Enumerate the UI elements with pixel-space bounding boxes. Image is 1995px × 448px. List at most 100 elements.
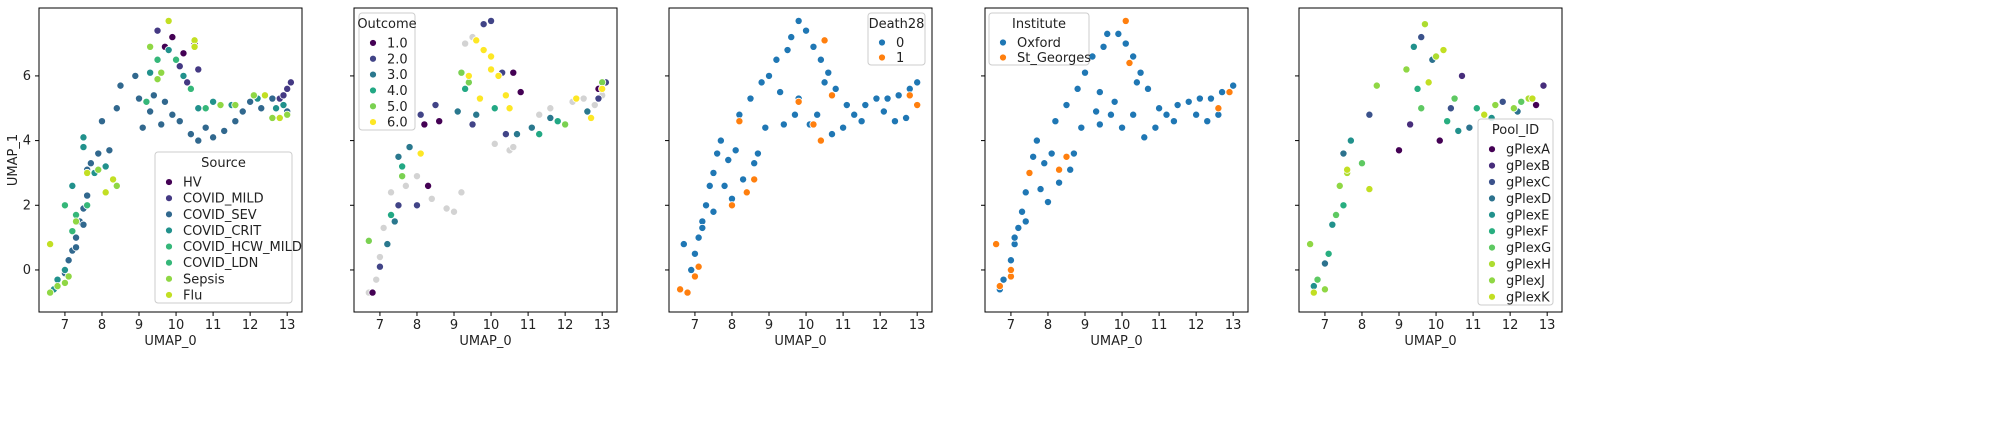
legend-marker bbox=[165, 194, 173, 202]
data-point bbox=[509, 143, 518, 152]
data-point bbox=[160, 97, 169, 106]
x-tick-label: 10 bbox=[798, 318, 815, 333]
legend-entry-label: Sepsis bbox=[183, 272, 225, 287]
data-point bbox=[416, 149, 425, 158]
data-point bbox=[416, 110, 425, 119]
data-point bbox=[820, 78, 829, 87]
data-point bbox=[257, 104, 266, 113]
legend-marker bbox=[165, 291, 173, 299]
data-point bbox=[1229, 81, 1238, 90]
data-point bbox=[1413, 84, 1422, 93]
legend-entry-label: 1 bbox=[896, 51, 904, 66]
series-covid-sev bbox=[60, 71, 292, 278]
data-point bbox=[505, 104, 514, 113]
data-point bbox=[553, 117, 562, 126]
data-point bbox=[149, 91, 158, 100]
data-point bbox=[779, 120, 788, 129]
data-point bbox=[816, 136, 825, 145]
series-gplexk bbox=[1309, 46, 1537, 297]
data-point bbox=[364, 236, 373, 245]
data-point bbox=[598, 84, 607, 93]
data-point bbox=[879, 107, 888, 116]
series-0 bbox=[679, 16, 922, 274]
legend: SourceHVCOVID_MILDCOVID_SEVCOVID_CRITCOV… bbox=[154, 151, 302, 304]
series-gplexa bbox=[1395, 101, 1541, 155]
legend-marker bbox=[165, 242, 173, 251]
data-point bbox=[168, 33, 177, 42]
data-point bbox=[431, 101, 440, 110]
data-point bbox=[583, 107, 592, 116]
data-point bbox=[690, 249, 699, 258]
series-sepsis bbox=[46, 42, 292, 297]
data-point bbox=[1335, 181, 1344, 190]
legend-marker bbox=[369, 118, 377, 126]
x-tick-label: 13 bbox=[909, 318, 926, 333]
legend-entry-label: gPlexK bbox=[1506, 290, 1550, 305]
data-point bbox=[742, 188, 751, 197]
data-point bbox=[757, 78, 766, 87]
data-point bbox=[387, 210, 396, 219]
series-gplexe bbox=[1309, 42, 1496, 291]
data-point bbox=[772, 55, 781, 64]
data-point bbox=[179, 71, 188, 80]
data-point bbox=[546, 113, 555, 122]
legend-marker bbox=[369, 86, 377, 95]
legend-marker bbox=[1488, 227, 1496, 235]
data-point bbox=[472, 36, 481, 45]
data-point bbox=[60, 265, 69, 274]
data-point bbox=[787, 33, 796, 42]
data-point bbox=[713, 149, 722, 158]
legend-box bbox=[867, 12, 926, 66]
data-point bbox=[398, 172, 407, 181]
legend-marker bbox=[878, 38, 886, 47]
legend-marker bbox=[1488, 293, 1496, 301]
data-point bbox=[457, 68, 466, 77]
data-point bbox=[1402, 65, 1411, 74]
plot-frame bbox=[984, 7, 1249, 313]
data-point bbox=[690, 272, 699, 281]
data-point bbox=[116, 81, 125, 90]
data-point bbox=[216, 101, 225, 110]
data-point bbox=[435, 117, 444, 126]
data-point bbox=[850, 110, 859, 119]
data-point bbox=[1006, 256, 1015, 265]
data-point bbox=[676, 285, 685, 294]
data-point bbox=[1095, 88, 1104, 97]
series-1-0 bbox=[368, 68, 603, 297]
data-point bbox=[427, 194, 436, 203]
data-point bbox=[83, 201, 92, 210]
x-tick-label: 12 bbox=[1188, 318, 1205, 333]
data-point bbox=[1162, 110, 1171, 119]
data-point bbox=[594, 94, 603, 103]
data-point bbox=[401, 181, 410, 190]
data-point bbox=[831, 84, 840, 93]
data-point bbox=[1457, 71, 1466, 80]
data-point bbox=[231, 117, 240, 126]
data-point bbox=[238, 107, 247, 116]
data-point bbox=[487, 65, 496, 74]
x-tick-label: 8 bbox=[98, 318, 106, 333]
data-point bbox=[479, 20, 488, 29]
data-point bbox=[1018, 207, 1027, 216]
data-point bbox=[1036, 185, 1045, 194]
data-point bbox=[883, 94, 892, 103]
legend-marker bbox=[1488, 145, 1496, 153]
legend-marker bbox=[369, 55, 377, 63]
data-point bbox=[694, 233, 703, 242]
data-point bbox=[453, 107, 462, 116]
legend-marker bbox=[1488, 260, 1496, 268]
data-point bbox=[94, 149, 103, 158]
data-point bbox=[97, 117, 106, 126]
legend-entry-label: 1.0 bbox=[387, 36, 408, 51]
data-point bbox=[375, 262, 384, 271]
data-point bbox=[1014, 223, 1023, 232]
data-point bbox=[164, 16, 173, 25]
x-tick-label: 13 bbox=[1225, 318, 1242, 333]
data-point bbox=[146, 42, 155, 51]
y-axis-label: UMAP_1 bbox=[6, 134, 21, 186]
data-point bbox=[1055, 165, 1064, 174]
data-point bbox=[1073, 84, 1082, 93]
data-point bbox=[1106, 110, 1115, 119]
data-point bbox=[501, 130, 510, 139]
